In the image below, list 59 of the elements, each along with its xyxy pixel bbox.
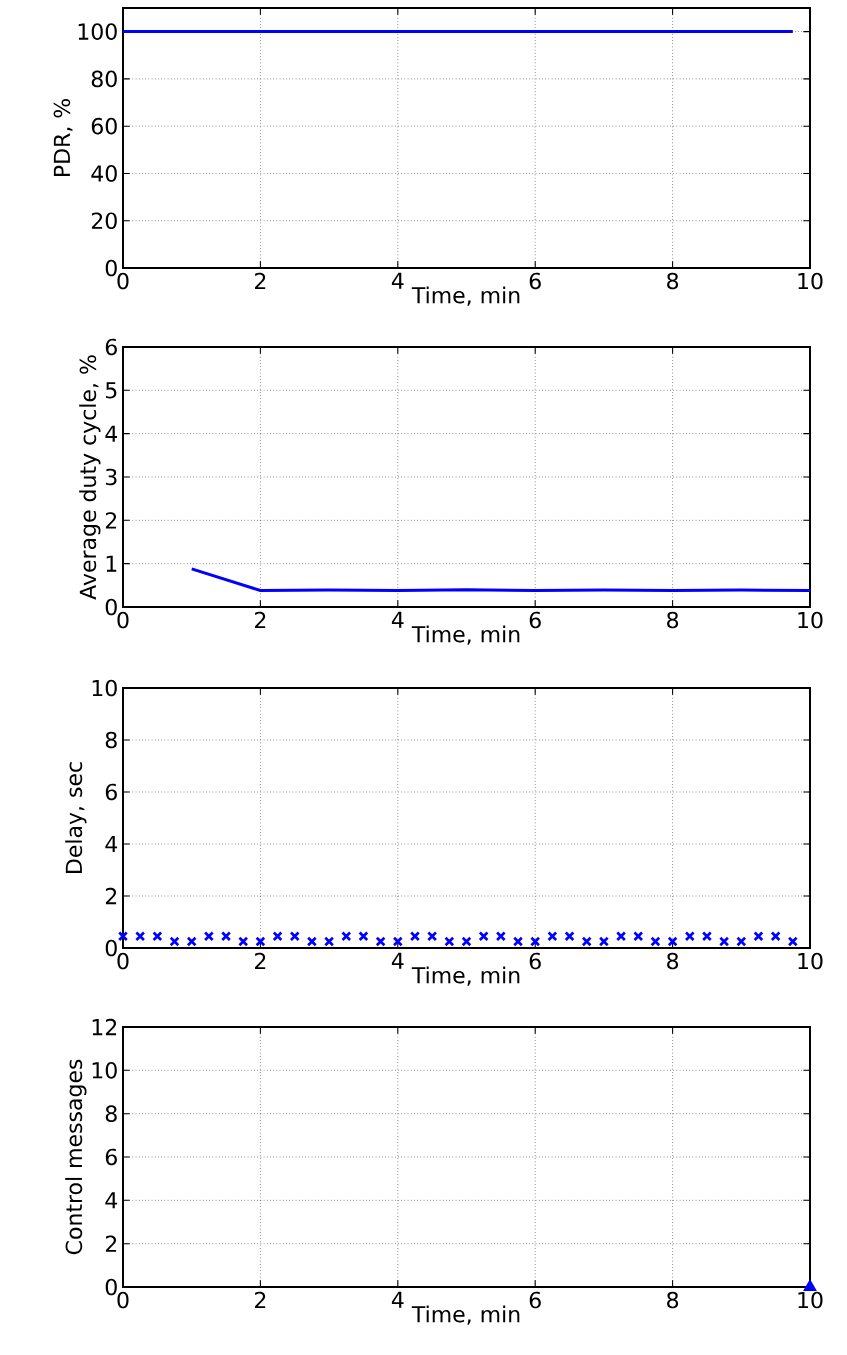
x-tick-label: 0 bbox=[117, 272, 129, 290]
x-tick-label: 0 bbox=[117, 1291, 129, 1309]
y-tick-label: 4 bbox=[105, 835, 118, 853]
x-tick-label: 4 bbox=[391, 272, 404, 289]
y-tick-label: 6 bbox=[105, 338, 117, 356]
x-axis-title: Time, min bbox=[411, 966, 520, 986]
y-tick-label: 6 bbox=[105, 783, 117, 801]
x-tick-label: 8 bbox=[667, 1291, 679, 1309]
x-tick-label: 8 bbox=[667, 611, 679, 629]
y-tick-label: 10 bbox=[92, 1062, 117, 1079]
y-tick-label: 2 bbox=[105, 1235, 117, 1252]
y-tick-label: 4 bbox=[105, 425, 118, 442]
y-axis-title: Delay, sec bbox=[65, 762, 87, 873]
y-tick-label: 8 bbox=[105, 1105, 117, 1122]
y-tick-label: 12 bbox=[92, 1018, 117, 1036]
y-tick-label: 60 bbox=[91, 117, 117, 135]
x-tick-label: 0 bbox=[117, 611, 129, 629]
y-axis-title: Average duty cycle, % bbox=[79, 355, 101, 600]
y-tick-label: 0 bbox=[105, 259, 117, 277]
x-tick-label: 4 bbox=[391, 952, 404, 969]
x-tick-label: 2 bbox=[255, 611, 266, 629]
y-tick-label: 10 bbox=[92, 679, 117, 697]
y-tick-label: 6 bbox=[105, 1148, 117, 1166]
y-axis-title: PDR, % bbox=[53, 99, 73, 177]
x-tick-label: 8 bbox=[667, 272, 679, 290]
y-tick-label: 20 bbox=[91, 212, 117, 230]
x-tick-label: 6 bbox=[529, 611, 541, 629]
y-tick-label: 100 bbox=[78, 23, 117, 40]
x-tick-label: 10 bbox=[798, 611, 823, 629]
y-tick-label: 8 bbox=[105, 731, 117, 749]
y-tick-label: 2 bbox=[105, 887, 117, 905]
x-tick-label: 10 bbox=[798, 952, 823, 970]
x-tick-label: 8 bbox=[667, 952, 679, 970]
x-axis-title: Time, min bbox=[411, 625, 520, 645]
y-tick-label: 1 bbox=[106, 555, 117, 572]
y-tick-label: 0 bbox=[105, 939, 117, 957]
x-tick-label: 4 bbox=[391, 611, 404, 628]
x-tick-label: 10 bbox=[798, 1291, 823, 1309]
x-tick-label: 10 bbox=[798, 272, 823, 290]
x-tick-label: 6 bbox=[529, 272, 541, 290]
y-tick-label: 80 bbox=[91, 70, 117, 88]
x-tick-label: 4 bbox=[391, 1291, 404, 1308]
x-tick-label: 2 bbox=[255, 952, 266, 970]
x-tick-label: 2 bbox=[255, 1291, 266, 1309]
x-tick-label: 6 bbox=[529, 1291, 541, 1309]
y-tick-label: 3 bbox=[105, 468, 117, 486]
y-axis-title: Control messages bbox=[65, 1059, 87, 1255]
y-tick-label: 0 bbox=[105, 1278, 117, 1296]
y-tick-label: 2 bbox=[105, 512, 117, 529]
x-axis-title: Time, min bbox=[411, 1305, 520, 1325]
x-tick-label: 0 bbox=[117, 952, 129, 970]
line-series bbox=[190, 567, 811, 593]
y-tick-label: 4 bbox=[105, 1192, 118, 1209]
y-tick-label: 5 bbox=[105, 382, 117, 399]
x-tick-label: 6 bbox=[529, 952, 541, 970]
x-tick-label: 2 bbox=[255, 272, 266, 290]
y-tick-label: 40 bbox=[91, 165, 117, 182]
y-tick-label: 0 bbox=[105, 598, 117, 616]
x-axis-title: Time, min bbox=[411, 286, 520, 306]
